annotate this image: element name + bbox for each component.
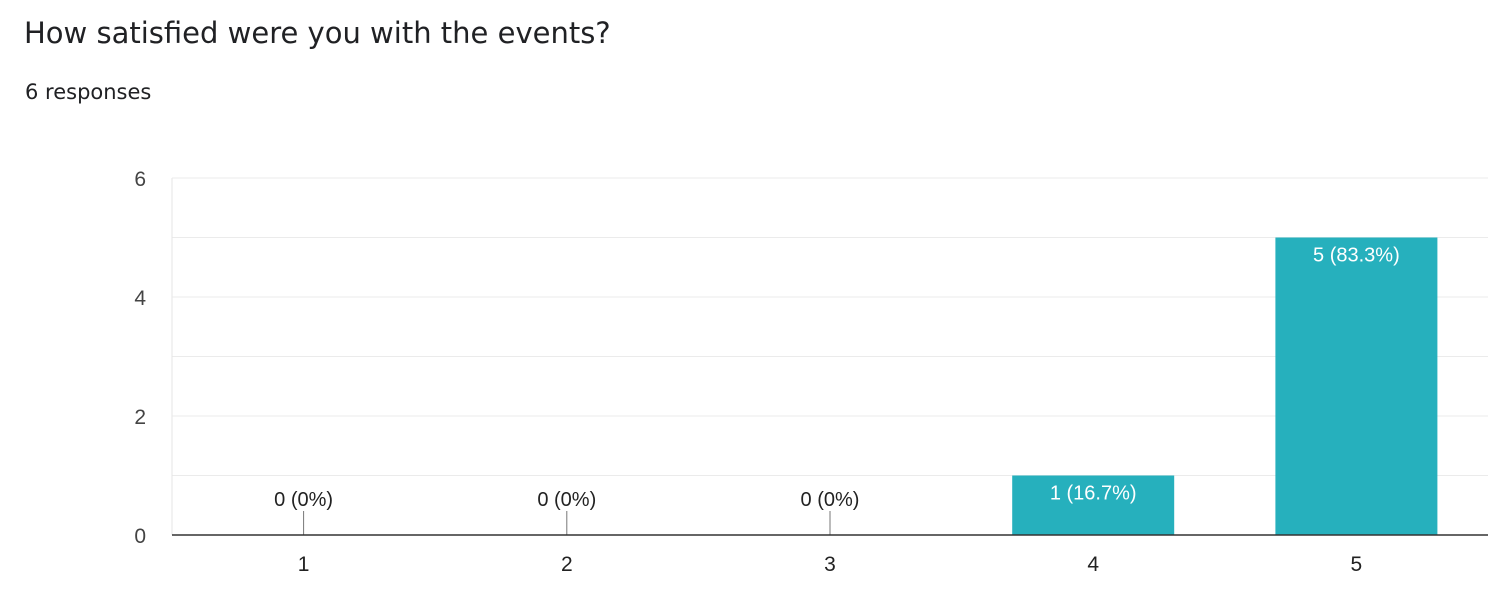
x-tick-label: 3 xyxy=(824,553,836,576)
y-tick-label: 2 xyxy=(134,406,146,429)
x-tick-label: 2 xyxy=(561,553,573,576)
data-label: 0 (0%) xyxy=(801,489,860,511)
x-tick-label: 5 xyxy=(1351,553,1363,576)
y-tick-label: 0 xyxy=(134,525,146,548)
y-tick-label: 6 xyxy=(134,168,146,191)
x-tick-label: 4 xyxy=(1087,553,1099,576)
data-label: 0 (0%) xyxy=(537,489,596,511)
bar xyxy=(1012,475,1175,535)
bar xyxy=(1275,237,1438,535)
data-label: 0 (0%) xyxy=(274,489,333,511)
response-count: 6 responses xyxy=(25,80,152,104)
y-tick-label: 4 xyxy=(134,287,146,310)
data-label: 5 (83.3%) xyxy=(1313,245,1400,267)
x-tick-label: 1 xyxy=(298,553,310,576)
chart-title: How satisfied were you with the events? xyxy=(24,16,611,50)
data-label: 1 (16.7%) xyxy=(1050,483,1137,505)
